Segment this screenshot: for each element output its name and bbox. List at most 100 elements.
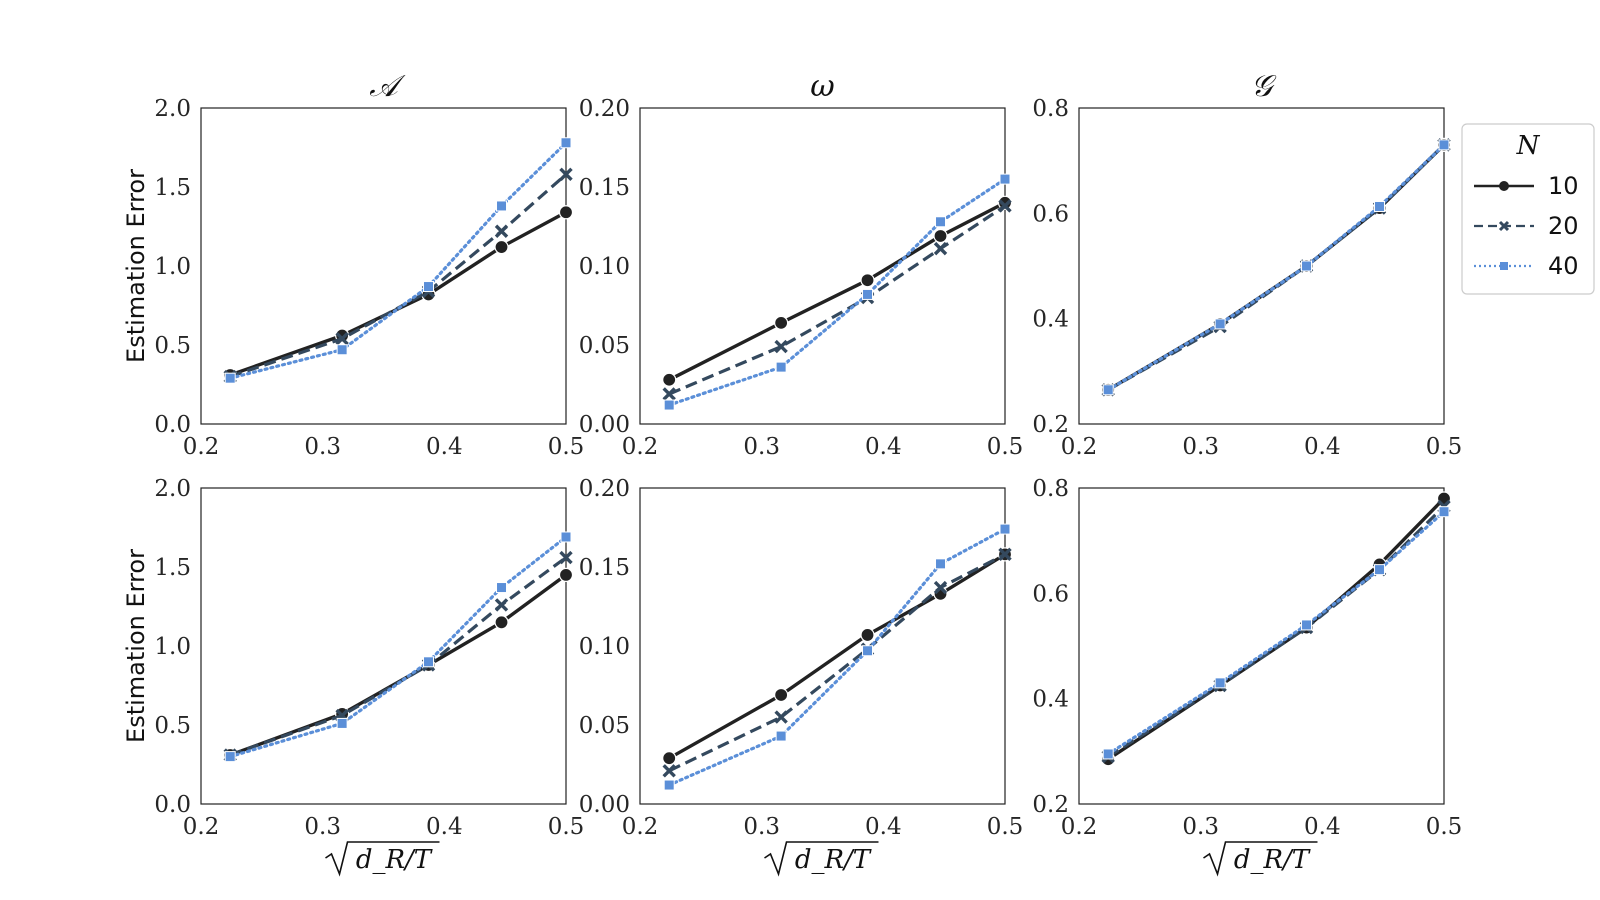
data-point-40-3 bbox=[423, 281, 435, 293]
plot-frame bbox=[639, 107, 1006, 425]
chart-panel-5: 0.00 0.05 0.10 0.15 0.20 0.2 0.3 0.4 0.5 d_R/T bbox=[579, 476, 1024, 877]
y-tick-label: 0.5 bbox=[154, 713, 191, 739]
data-point-10-5 bbox=[997, 195, 1013, 210]
legend-label-20: 20 bbox=[1548, 212, 1579, 240]
y-tick-label: 0.20 bbox=[579, 96, 630, 122]
x-tick-label: 0.5 bbox=[1426, 814, 1463, 840]
data-point-10-5 bbox=[558, 567, 574, 583]
data-point-10-1 bbox=[662, 751, 677, 766]
x-tick-label: 0.5 bbox=[987, 434, 1024, 460]
x-tick-label: 0.3 bbox=[1182, 434, 1219, 460]
chart-panel-2: 0.00 0.05 0.10 0.15 0.20 0.2 0.3 0.4 0.5 ω bbox=[579, 69, 1024, 460]
data-point-20-2 bbox=[774, 710, 788, 724]
y-tick-label: 0.05 bbox=[579, 333, 630, 359]
y-tick-label: 0.5 bbox=[154, 333, 191, 359]
y-tick-label: 0.15 bbox=[579, 175, 630, 201]
data-point-20-5 bbox=[559, 550, 573, 565]
panel-title: ω bbox=[810, 69, 834, 104]
y-tick-label: 0.2 bbox=[1032, 412, 1069, 438]
data-point-40-3 bbox=[1301, 619, 1313, 631]
x-tick-label: 0.3 bbox=[304, 434, 341, 460]
y-tick-label: 1.0 bbox=[154, 254, 191, 280]
y-tick-label: 0.10 bbox=[579, 254, 630, 280]
y-tick-label: 0.2 bbox=[1032, 792, 1069, 818]
data-point-40-4 bbox=[1374, 564, 1386, 576]
data-point-40-1 bbox=[1102, 384, 1114, 396]
y-tick-label: 1.0 bbox=[154, 634, 191, 660]
data-point-40-5 bbox=[999, 523, 1011, 535]
y-tick-label: 0.05 bbox=[579, 713, 630, 739]
data-point-40-5 bbox=[560, 531, 572, 543]
data-point-20-5 bbox=[559, 167, 573, 182]
y-tick-label: 0.6 bbox=[1032, 201, 1069, 227]
data-point-20-2 bbox=[774, 339, 788, 354]
chart-panel-6: 0.2 0.4 0.6 0.8 0.2 0.3 0.4 0.5 d_R/T bbox=[1032, 476, 1463, 877]
plot-frame bbox=[200, 107, 567, 425]
chart-panels: 0.0 0.5 1.0 1.5 2.0 0.2 0.3 0.4 0.5 𝒜 Estimation E… bbox=[122, 69, 1463, 877]
x-tick-label: 0.4 bbox=[865, 814, 902, 840]
legend-label-40: 40 bbox=[1548, 252, 1579, 280]
legend-entry-10: 10 bbox=[1474, 172, 1579, 200]
data-point-10-2 bbox=[774, 687, 789, 703]
y-tick-label: 0.10 bbox=[579, 634, 630, 660]
data-point-10-1 bbox=[662, 372, 677, 387]
plot-frame bbox=[639, 487, 1006, 805]
radical-sign bbox=[325, 841, 440, 877]
chart-panel-1: 0.0 0.5 1.0 1.5 2.0 0.2 0.3 0.4 0.5 𝒜 Estimation E… bbox=[122, 69, 584, 460]
data-point-40-5 bbox=[560, 137, 572, 149]
data-point-40-5 bbox=[1438, 139, 1450, 151]
y-tick-label: 0.0 bbox=[154, 792, 191, 818]
legend-entry-20: 20 bbox=[1474, 212, 1579, 240]
y-tick-label: 0.4 bbox=[1032, 687, 1069, 713]
data-point-40-1 bbox=[224, 372, 236, 384]
plot-frame bbox=[200, 487, 567, 805]
x-tick-label: 0.2 bbox=[622, 434, 659, 460]
data-point-40-5 bbox=[999, 173, 1011, 185]
legend-marker-circle bbox=[1499, 181, 1509, 191]
data-point-40-3 bbox=[862, 288, 874, 300]
x-tick-label: 0.4 bbox=[1304, 434, 1341, 460]
y-tick-label: 0.0 bbox=[154, 412, 191, 438]
y-tick-label: 0.00 bbox=[579, 412, 630, 438]
x-tick-label: 0.3 bbox=[1182, 814, 1219, 840]
x-tick-label: 0.3 bbox=[304, 814, 341, 840]
y-tick-label: 0.00 bbox=[579, 792, 630, 818]
legend-entry-40: 40 bbox=[1474, 252, 1579, 280]
legend-title: N bbox=[1516, 131, 1541, 161]
y-tick-label: 2.0 bbox=[154, 96, 191, 122]
data-point-10-4 bbox=[494, 615, 509, 630]
data-point-40-4 bbox=[496, 200, 508, 212]
y-tick-label: 1.5 bbox=[154, 175, 191, 201]
data-point-40-4 bbox=[496, 582, 508, 594]
x-tick-label: 0.4 bbox=[426, 814, 463, 840]
x-axis-label-text: d_R/T bbox=[356, 845, 433, 875]
data-point-40-2 bbox=[1214, 318, 1226, 330]
legend-label-10: 10 bbox=[1548, 172, 1579, 200]
series-line-40 bbox=[667, 527, 1007, 787]
radical-sign bbox=[764, 841, 879, 877]
y-tick-label: 0.20 bbox=[579, 476, 630, 502]
data-point-10-2 bbox=[774, 315, 789, 330]
x-tick-label: 0.5 bbox=[548, 814, 585, 840]
x-tick-label: 0.2 bbox=[1061, 434, 1098, 460]
x-tick-label: 0.5 bbox=[987, 814, 1024, 840]
data-point-40-2 bbox=[336, 717, 348, 729]
data-point-20-4 bbox=[933, 241, 948, 256]
x-tick-label: 0.4 bbox=[865, 434, 902, 460]
data-point-10-3 bbox=[860, 627, 875, 643]
data-point-40-5 bbox=[1438, 506, 1450, 518]
y-tick-label: 0.15 bbox=[579, 555, 630, 581]
x-tick-label: 0.2 bbox=[183, 434, 220, 460]
data-point-40-1 bbox=[663, 399, 675, 411]
data-point-20-4 bbox=[494, 598, 509, 612]
data-point-40-4 bbox=[1374, 200, 1386, 212]
legend-frame bbox=[1461, 123, 1595, 295]
data-point-40-2 bbox=[1214, 677, 1226, 689]
x-tick-label: 0.3 bbox=[743, 434, 780, 460]
data-point-10-3 bbox=[860, 273, 875, 288]
x-tick-label: 0.4 bbox=[1304, 814, 1341, 840]
panel-title: 𝒜 bbox=[369, 69, 406, 104]
x-tick-label: 0.2 bbox=[183, 814, 220, 840]
